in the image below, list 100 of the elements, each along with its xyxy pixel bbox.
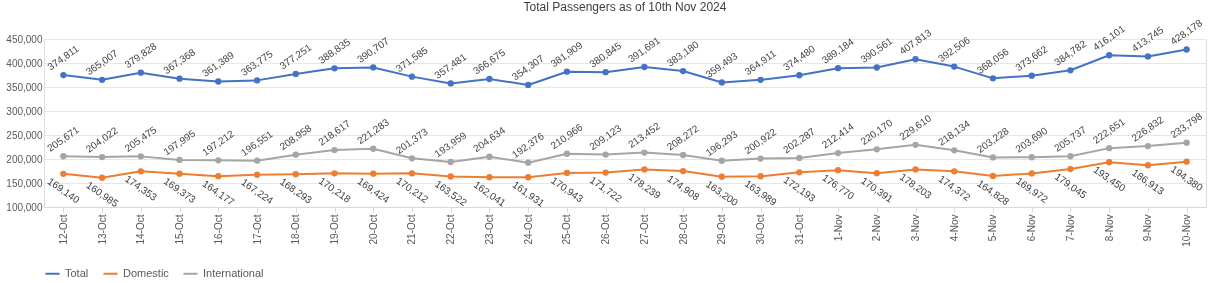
x-tick-label: 12-Oct bbox=[57, 214, 69, 245]
x-tick-label: 27-Oct bbox=[638, 214, 650, 245]
point bbox=[370, 145, 377, 152]
point bbox=[408, 170, 416, 177]
point bbox=[292, 151, 299, 158]
point bbox=[176, 170, 183, 177]
point bbox=[989, 154, 997, 161]
x-tick-label: 29-Oct bbox=[716, 214, 728, 245]
point bbox=[641, 149, 648, 156]
point bbox=[525, 174, 532, 181]
point bbox=[1183, 158, 1190, 165]
point bbox=[1144, 142, 1152, 150]
point bbox=[873, 146, 880, 153]
point bbox=[834, 65, 842, 72]
point bbox=[679, 151, 687, 159]
point bbox=[679, 167, 687, 175]
point bbox=[718, 173, 725, 180]
point bbox=[873, 170, 880, 177]
x-tick-label: 25-Oct bbox=[561, 214, 573, 245]
point bbox=[796, 169, 803, 176]
point bbox=[912, 56, 919, 63]
point bbox=[641, 166, 648, 173]
point bbox=[757, 155, 764, 162]
point bbox=[215, 78, 222, 85]
point bbox=[253, 77, 261, 84]
x-tick-label: 3-Nov bbox=[910, 214, 921, 242]
point bbox=[796, 154, 803, 162]
point bbox=[989, 75, 997, 82]
point bbox=[486, 75, 493, 83]
point bbox=[873, 64, 880, 71]
x-tick-label: 17-Oct bbox=[251, 214, 263, 245]
point bbox=[1067, 153, 1074, 160]
point bbox=[486, 153, 493, 160]
point bbox=[176, 75, 183, 82]
x-tick-label: 5-Nov bbox=[987, 214, 999, 242]
chart-title: Total Passengers as of 10th Nov 2024 bbox=[523, 0, 727, 15]
point bbox=[1106, 144, 1113, 152]
point bbox=[1028, 72, 1035, 79]
point bbox=[834, 149, 842, 157]
point bbox=[292, 171, 299, 178]
point bbox=[1144, 162, 1152, 169]
x-tick-label: 26-Oct bbox=[600, 214, 612, 245]
point bbox=[641, 63, 648, 71]
point bbox=[951, 147, 958, 154]
point bbox=[679, 67, 687, 75]
point bbox=[912, 141, 919, 148]
y-tick-label: 400,000 bbox=[6, 57, 43, 69]
x-tick-label: 9-Nov bbox=[1142, 214, 1154, 242]
x-tick-label: 10-Nov bbox=[1181, 214, 1193, 247]
x-tick-label: 7-Nov bbox=[1064, 214, 1076, 242]
point bbox=[989, 172, 997, 180]
point bbox=[408, 73, 416, 80]
x-tick-label: 28-Oct bbox=[677, 214, 689, 245]
point bbox=[98, 153, 106, 161]
point bbox=[98, 76, 106, 83]
point bbox=[1067, 67, 1074, 74]
point bbox=[1028, 170, 1035, 177]
y-tick-label: 100,000 bbox=[6, 201, 43, 213]
x-tick-label: 6-Nov bbox=[1026, 214, 1038, 242]
point bbox=[1028, 154, 1035, 161]
point bbox=[1067, 165, 1074, 173]
point bbox=[1144, 53, 1152, 60]
point bbox=[447, 158, 454, 166]
point bbox=[447, 173, 454, 180]
point bbox=[98, 174, 106, 181]
point bbox=[60, 153, 67, 160]
point bbox=[834, 166, 842, 174]
point bbox=[253, 171, 261, 178]
x-tick-label: 1-Nov bbox=[832, 214, 844, 242]
legend-label: Total bbox=[65, 266, 89, 279]
x-tick-label: 30-Oct bbox=[755, 214, 767, 245]
y-tick-label: 300,000 bbox=[6, 105, 43, 117]
x-tick-label: 20-Oct bbox=[367, 214, 379, 245]
x-tick-label: 24-Oct bbox=[522, 214, 534, 245]
point bbox=[718, 79, 725, 86]
point bbox=[951, 168, 958, 175]
x-tick-label: 16-Oct bbox=[212, 214, 224, 245]
point bbox=[331, 65, 338, 72]
x-tick-label: 14-Oct bbox=[135, 214, 147, 245]
point bbox=[408, 155, 416, 162]
legend-label: International bbox=[203, 266, 264, 279]
point bbox=[757, 76, 764, 83]
point bbox=[137, 168, 144, 175]
point bbox=[757, 173, 764, 180]
point bbox=[563, 169, 571, 177]
x-tick-label: 23-Oct bbox=[483, 214, 495, 245]
x-tick-label: 8-Nov bbox=[1103, 214, 1115, 242]
point bbox=[1183, 46, 1190, 53]
point bbox=[370, 64, 377, 71]
x-tick-label: 4-Nov bbox=[948, 214, 960, 242]
point bbox=[486, 174, 493, 181]
point bbox=[447, 80, 454, 87]
x-tick-label: 13-Oct bbox=[96, 214, 108, 245]
x-tick-label: 2-Nov bbox=[871, 214, 883, 242]
point bbox=[912, 166, 919, 173]
point bbox=[1106, 52, 1113, 59]
y-tick-label: 150,000 bbox=[6, 177, 43, 189]
point bbox=[951, 63, 958, 70]
point bbox=[525, 159, 532, 166]
point bbox=[60, 71, 67, 79]
